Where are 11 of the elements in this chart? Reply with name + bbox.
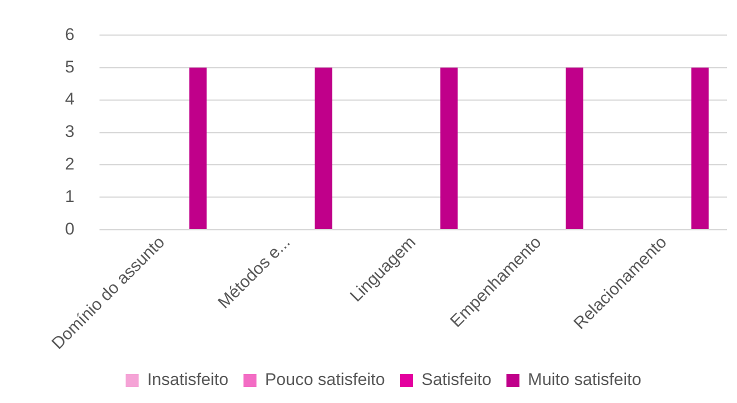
- y-tick-label: 5: [64, 57, 74, 76]
- y-tick-label: 0: [64, 219, 74, 238]
- legend-label: Satisfeito: [421, 370, 492, 390]
- y-tick-label: 3: [64, 122, 74, 142]
- y-tick-label: 4: [64, 90, 74, 109]
- legend-label: Pouco satisfeito: [264, 370, 385, 390]
- y-tick-label: 6: [64, 24, 74, 44]
- legend-label: Insatisfeito: [147, 370, 228, 390]
- y-tick-label: 2: [64, 154, 74, 174]
- y-tick-label: 1: [64, 186, 74, 206]
- legend-label: Muito satisfeito: [528, 370, 642, 390]
